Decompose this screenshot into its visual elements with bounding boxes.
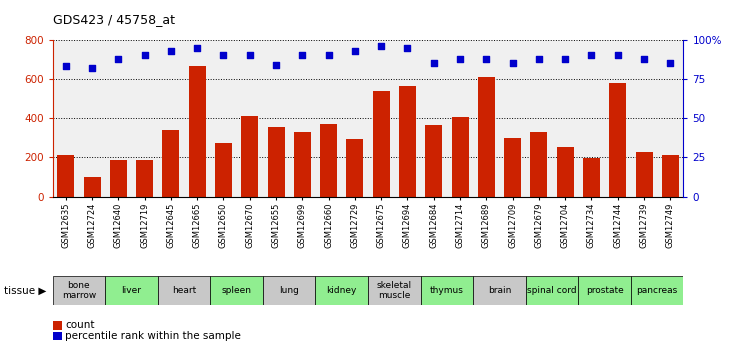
Bar [478, 77, 495, 197]
Point [612, 52, 624, 58]
Bar [452, 117, 469, 197]
Bar [662, 156, 679, 197]
Point [559, 56, 571, 61]
Point [139, 52, 151, 58]
Point [113, 56, 124, 61]
Bar [316, 276, 368, 305]
Point [218, 52, 230, 58]
Bar [57, 156, 75, 197]
Bar [263, 276, 316, 305]
Bar [294, 132, 311, 197]
Point [533, 56, 545, 61]
Point [454, 56, 466, 61]
Bar [320, 124, 337, 197]
Point [507, 60, 518, 66]
Bar [162, 130, 179, 197]
Point [270, 62, 282, 68]
Bar [504, 138, 521, 197]
Bar [136, 160, 154, 197]
Bar [215, 143, 232, 197]
Bar [53, 276, 105, 305]
Text: pancreas: pancreas [637, 286, 678, 295]
Point [323, 52, 335, 58]
Point [586, 52, 597, 58]
Point [297, 52, 308, 58]
Text: kidney: kidney [327, 286, 357, 295]
Point [638, 56, 650, 61]
Bar [346, 139, 363, 197]
Bar [211, 276, 263, 305]
Bar [578, 276, 631, 305]
Bar [609, 83, 626, 197]
Point [165, 48, 177, 53]
Bar [420, 276, 473, 305]
Text: prostate: prostate [586, 286, 624, 295]
Text: heart: heart [172, 286, 196, 295]
Text: liver: liver [121, 286, 142, 295]
Text: percentile rank within the sample: percentile rank within the sample [65, 332, 241, 341]
Text: count: count [65, 321, 94, 330]
Point [244, 52, 256, 58]
Text: lung: lung [279, 286, 299, 295]
Bar [189, 66, 205, 197]
Bar [425, 125, 442, 197]
Text: thymus: thymus [430, 286, 464, 295]
Point [401, 45, 413, 50]
Bar [583, 158, 600, 197]
Point [60, 63, 72, 69]
Point [86, 65, 98, 71]
Text: skeletal
muscle: skeletal muscle [376, 281, 412, 300]
Bar [241, 116, 258, 197]
Bar [531, 132, 548, 197]
Bar [83, 177, 101, 197]
Bar [473, 276, 526, 305]
Bar [526, 276, 578, 305]
Text: tissue ▶: tissue ▶ [4, 286, 46, 296]
Bar [557, 147, 574, 197]
Bar [158, 276, 211, 305]
Bar [399, 86, 416, 197]
Text: GDS423 / 45758_at: GDS423 / 45758_at [53, 13, 175, 26]
Bar [268, 127, 284, 197]
Point [428, 60, 439, 66]
Bar [631, 276, 683, 305]
Point [349, 48, 361, 53]
Text: spleen: spleen [221, 286, 251, 295]
Bar [373, 91, 390, 197]
Bar [110, 160, 127, 197]
Point [375, 43, 387, 49]
Text: bone
marrow: bone marrow [62, 281, 96, 300]
Point [480, 56, 492, 61]
Bar [635, 151, 653, 197]
Text: spinal cord: spinal cord [527, 286, 577, 295]
Point [192, 45, 203, 50]
Bar [105, 276, 158, 305]
Point [664, 60, 676, 66]
Bar [368, 276, 420, 305]
Text: brain: brain [488, 286, 511, 295]
